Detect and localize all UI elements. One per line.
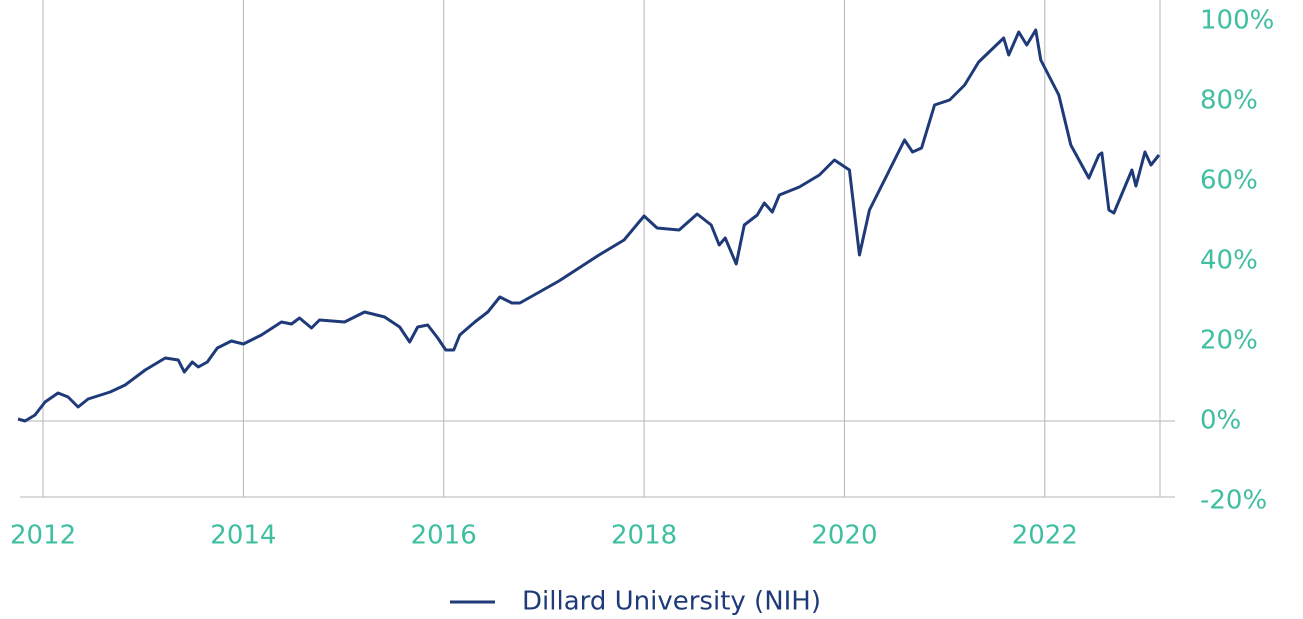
y-tick-label: 20% (1200, 326, 1258, 356)
y-tick-label: 0% (1200, 406, 1241, 436)
x-tick-label: 2018 (611, 521, 677, 551)
y-tick-label: 80% (1200, 86, 1258, 116)
x-tick-label: 2016 (411, 521, 477, 551)
y-tick-label: 40% (1200, 246, 1258, 276)
y-tick-label: 100% (1200, 6, 1274, 36)
x-tick-label: 2020 (811, 521, 877, 551)
x-tick-label: 2014 (210, 521, 276, 551)
x-tick-label: 2012 (10, 521, 76, 551)
y-tick-label: -20% (1200, 486, 1267, 516)
legend-label: Dillard University (NIH) (522, 587, 821, 617)
y-tick-label: 60% (1200, 166, 1258, 196)
x-tick-label: 2022 (1012, 521, 1078, 551)
data-line (17, 28, 1161, 423)
